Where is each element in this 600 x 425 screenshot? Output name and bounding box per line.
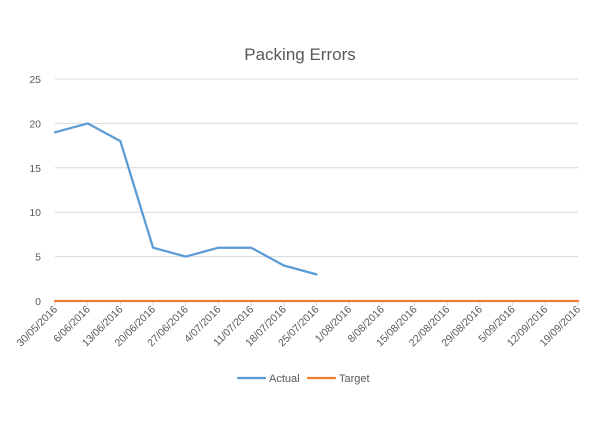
- y-tick-label: 0: [35, 296, 41, 308]
- y-tick-label: 20: [29, 118, 41, 130]
- y-axis-ticks: 0 5 10 15 20 25: [29, 74, 41, 308]
- x-tick-label: 30/05/2016: [14, 304, 60, 350]
- y-tick-label: 25: [29, 74, 41, 86]
- y-tick-label: 15: [29, 163, 41, 175]
- y-tick-label: 5: [35, 252, 41, 264]
- legend-label-actual: Actual: [269, 373, 300, 385]
- series-lines: [53, 122, 580, 303]
- legend-label-target: Target: [339, 373, 370, 385]
- gridlines: [55, 78, 578, 302]
- legend: Actual Target: [236, 373, 370, 385]
- chart-title: Packing Errors: [244, 45, 355, 64]
- y-tick-label: 10: [29, 207, 41, 219]
- series-line-actual: [53, 122, 318, 276]
- x-axis-ticks: 30/05/20166/06/201613/06/201620/06/20162…: [14, 301, 583, 349]
